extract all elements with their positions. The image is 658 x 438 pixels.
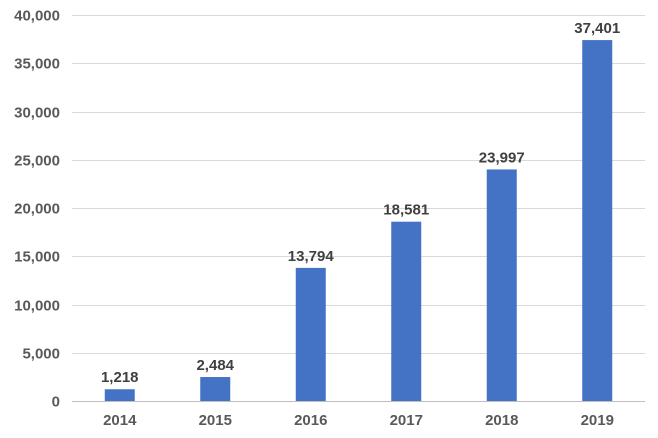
x-tick-label: 2016 (294, 412, 327, 429)
x-tick-label: 2014 (103, 412, 137, 429)
data-label: 13,794 (288, 248, 335, 265)
y-tick-label: 20,000 (14, 201, 60, 218)
y-tick-label: 5,000 (22, 346, 60, 363)
data-label: 1,218 (101, 369, 139, 386)
bar-2019 (582, 40, 613, 401)
x-tick-label: 2015 (199, 412, 232, 429)
x-tick-label: 2018 (485, 412, 518, 429)
y-tick-label: 40,000 (14, 8, 60, 25)
bar-2018 (486, 169, 517, 401)
y-tick-label: 10,000 (14, 298, 60, 315)
gridlines (72, 15, 645, 402)
bars (104, 40, 613, 401)
data-label: 37,401 (574, 20, 620, 37)
y-tick-label: 0 (52, 394, 60, 411)
bar-2017 (391, 221, 422, 401)
bar-2014 (104, 389, 135, 401)
bar-2016 (295, 267, 326, 401)
data-label: 18,581 (383, 202, 429, 219)
y-tick-label: 25,000 (14, 153, 60, 170)
data-label: 23,997 (479, 149, 525, 166)
data-labels: 1,218 2,484 13,794 18,581 23,997 37,401 (101, 20, 620, 386)
x-tick-label: 2019 (581, 412, 614, 429)
y-tick-label: 15,000 (14, 249, 60, 266)
y-tick-label: 30,000 (14, 105, 60, 122)
bar-2015 (200, 377, 231, 401)
data-label: 2,484 (196, 357, 234, 374)
x-axis-tick-labels: 2014 2015 2016 2017 2018 2019 (103, 412, 614, 429)
y-axis-tick-labels: 0 5,000 10,000 15,000 20,000 25,000 30,000 35,0… (14, 8, 60, 411)
y-tick-label: 35,000 (14, 56, 60, 73)
x-tick-label: 2017 (390, 412, 423, 429)
